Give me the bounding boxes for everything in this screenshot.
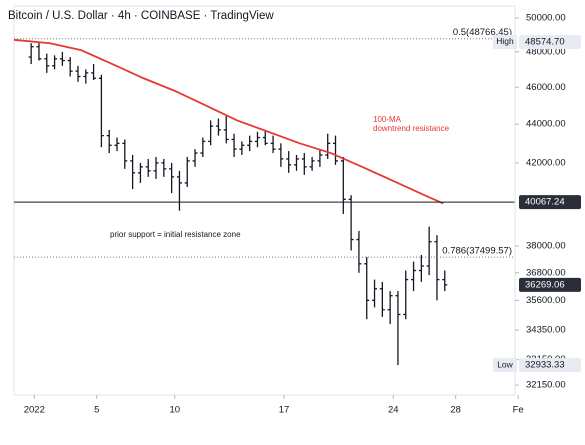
y-tick-label: 35600.00 [526, 295, 566, 306]
x-tick-label: 24 [388, 405, 399, 416]
y-tick-label: 44000.00 [526, 119, 566, 130]
y-tick-label: 46000.00 [526, 82, 566, 93]
y-tick-label: 32150.00 [526, 380, 566, 391]
fib-label: 0.786(37499.57) [442, 246, 512, 257]
y-tick-label: 36800.00 [526, 267, 566, 278]
y-tick-label: 50000.00 [526, 12, 566, 23]
price-badge [519, 34, 581, 49]
fib-label: 0.5(48766.45) [453, 27, 512, 38]
annotation: downtrend resistance [373, 124, 450, 133]
moving-average [13, 38, 444, 205]
price-badge-name-bg [493, 34, 517, 49]
price-badge-label: 48574.70 [525, 36, 565, 47]
price-badge-label: 32933.33 [525, 360, 565, 371]
x-tick-label: 5 [94, 405, 99, 416]
price-badge-name: Low [497, 359, 513, 369]
annotation: 100-MA [373, 115, 402, 124]
y-tick-label: 48000.00 [526, 46, 566, 57]
x-tick-label: 10 [169, 405, 180, 416]
x-tick-label: Fe [513, 405, 524, 416]
price-axis [515, 0, 585, 440]
price-badge-name: High [496, 36, 514, 46]
price-badge [519, 358, 581, 373]
y-tick-label: 42000.00 [526, 157, 566, 168]
x-tick-label: 17 [279, 405, 290, 416]
y-tick-label: 38000.00 [526, 241, 566, 252]
price-badge-name-bg [493, 358, 517, 373]
price-badge [519, 195, 581, 210]
annotation: prior support = initial resistance zone [110, 230, 241, 239]
x-tick-label: 2022 [24, 405, 45, 416]
chart-title: Bitcoin / U.S. Dollar · 4h · COINBASE · … [8, 10, 274, 22]
y-tick-label: 34350.00 [526, 325, 566, 336]
price-badge-label: 36269.06 [525, 279, 565, 290]
x-tick-label: 28 [450, 405, 461, 416]
price-badge [519, 277, 581, 292]
price-badge-label: 40067.24 [525, 197, 565, 208]
